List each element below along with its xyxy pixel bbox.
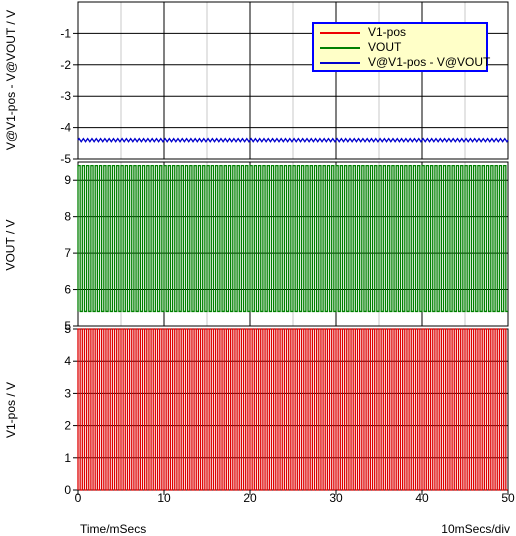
y-tick-label: 5 [64, 322, 71, 336]
legend-item-vout: VOUT [316, 40, 488, 55]
legend-swatch [320, 62, 360, 64]
legend-swatch [320, 32, 360, 34]
y-tick-label: 6 [64, 283, 71, 297]
series-line-vout [77, 164, 508, 313]
y-tick-label: -1 [60, 26, 71, 40]
y-tick-label: 9 [64, 173, 71, 187]
x-tick-label: 30 [329, 491, 343, 505]
series-line-v1pos [77, 328, 508, 491]
legend-label: VOUT [368, 40, 402, 54]
y-tick-label: -2 [60, 58, 71, 72]
x-axis-scale-label: 10mSecs/div [441, 522, 510, 536]
x-tick-label: 10 [157, 491, 171, 505]
y-tick-label: 2 [64, 419, 71, 433]
chart-legend: V1-pos VOUT V@V1-pos - V@VOUT [312, 22, 491, 72]
legend-swatch [320, 47, 360, 49]
y-axis-label-v1pos: V1-pos / V [4, 381, 18, 439]
legend-label: V@V1-pos - V@VOUT [368, 55, 491, 69]
y-tick-label: -4 [60, 121, 71, 135]
series-line-difference [77, 137, 509, 143]
y-tick-label: 5 [64, 319, 71, 333]
y-tick-label: 1 [64, 451, 71, 465]
x-tick-label: 40 [415, 491, 429, 505]
x-axis-label: Time/mSecs [80, 522, 147, 536]
y-tick-label: -3 [60, 89, 71, 103]
y-tick-label: 3 [64, 386, 71, 400]
x-tick-label: 0 [75, 491, 82, 505]
y-tick-label: 8 [64, 210, 71, 224]
y-tick-label: -5 [60, 152, 71, 166]
panel-frame-difference [77, 1, 509, 160]
legend-item-v1pos: V1-pos [316, 25, 488, 40]
y-axis-label-difference: V@V1-pos - V@VOUT / V [4, 9, 18, 151]
y-axis-label-vout: VOUT / V [4, 219, 18, 271]
legend-label: V1-pos [368, 25, 407, 39]
y-tick-label: 4 [64, 354, 71, 368]
y-tick-label: 0 [64, 483, 71, 497]
legend-item-difference: V@V1-pos - V@VOUT [316, 55, 491, 70]
x-tick-label: 20 [243, 491, 257, 505]
x-tick-label: 50 [501, 491, 515, 505]
y-tick-label: 7 [64, 246, 71, 260]
